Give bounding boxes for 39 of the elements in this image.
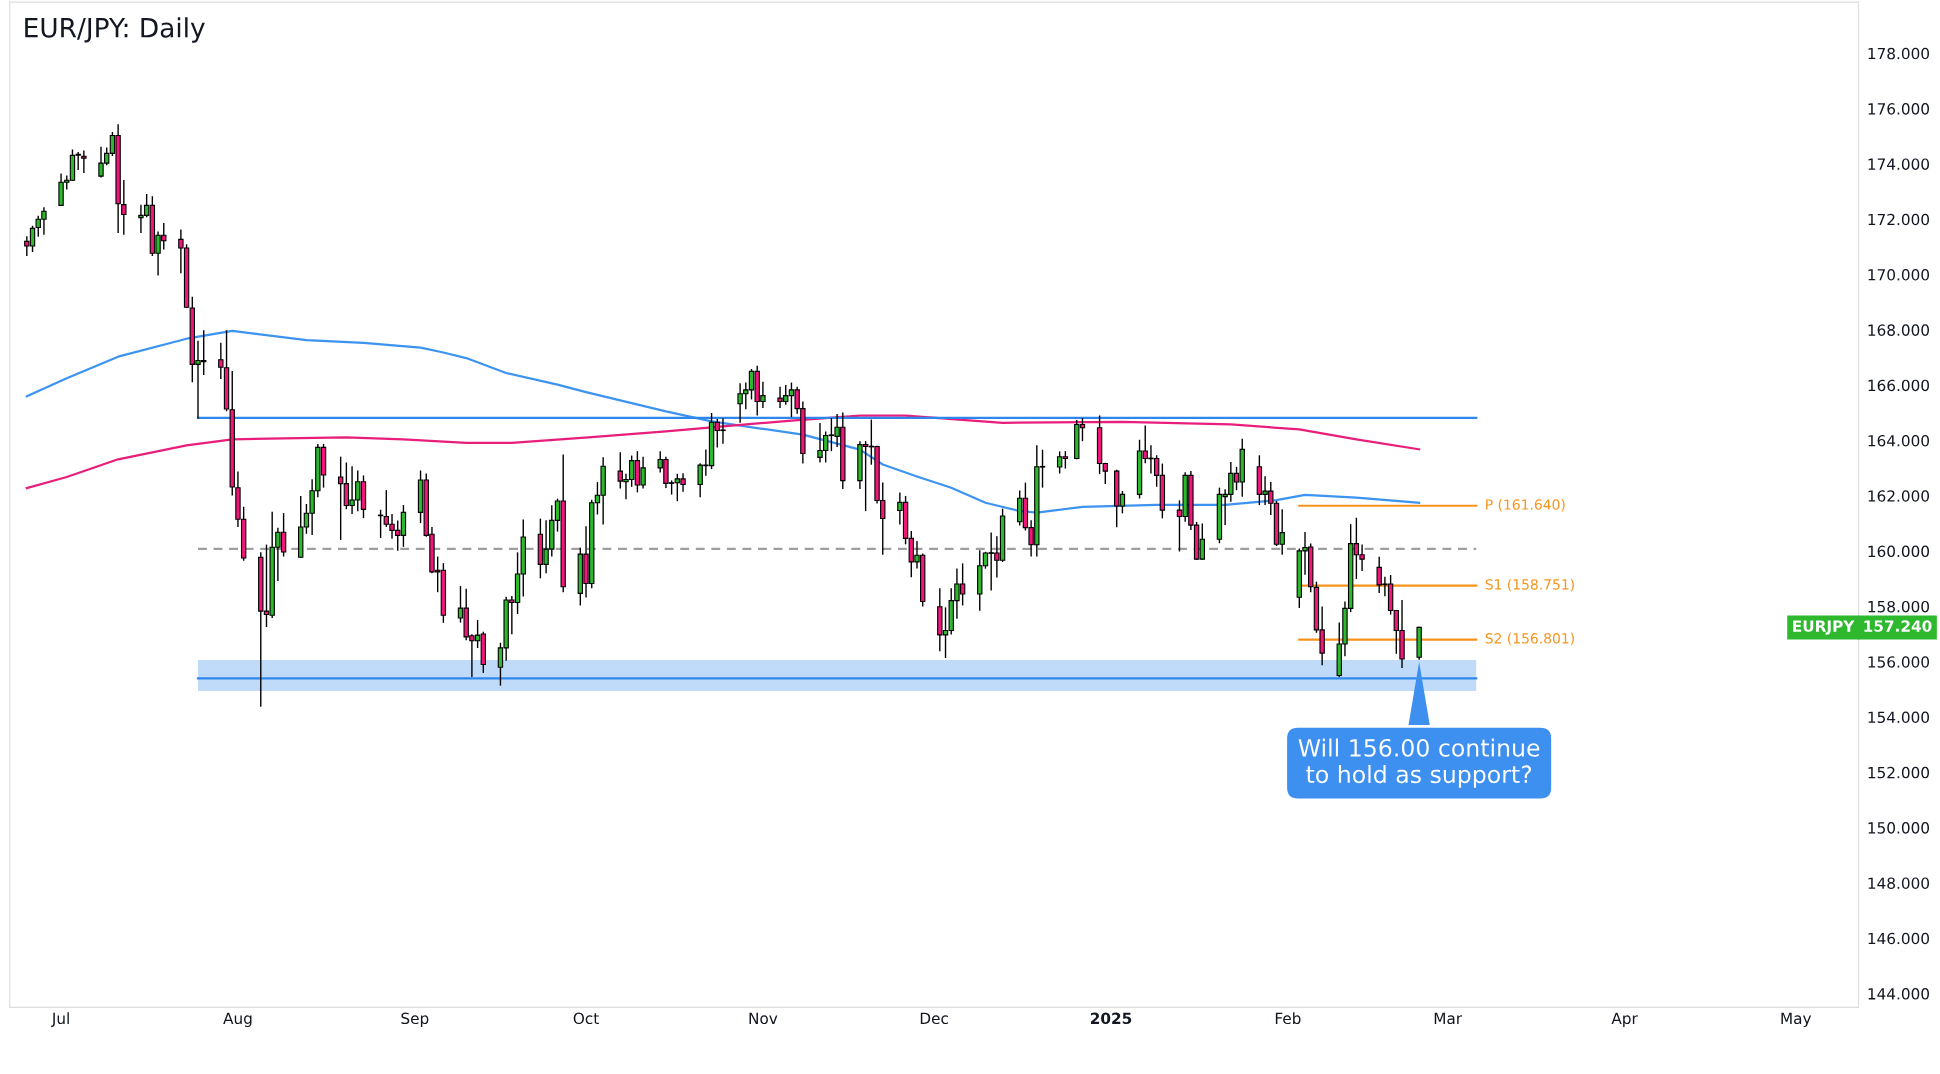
- y-tick-label: 172.000: [1868, 213, 1930, 226]
- candlestick: [81, 150, 87, 173]
- y-tick-label: 178.000: [1868, 47, 1930, 60]
- y-tick-label: 158.000: [1868, 600, 1930, 613]
- x-tick-label: Feb: [1275, 1012, 1301, 1025]
- line-series: [25, 329, 1421, 514]
- series-label: P (161.640): [1486, 499, 1565, 512]
- y-tick-label: 148.000: [1868, 877, 1930, 889]
- annotation: Will 156.00 continue to hold as support?: [1298, 738, 1540, 788]
- y-tick-label: 164.000: [1868, 434, 1930, 447]
- y-tick-label: 146.000: [1868, 932, 1930, 945]
- x-tick-label: Aug: [223, 1012, 252, 1028]
- text: 157.240: [1864, 620, 1932, 632]
- y-tick-label: 154.000: [1868, 711, 1930, 724]
- y-tick-label: 152.000: [1868, 766, 1930, 779]
- y-tick-label: 156.000: [1868, 656, 1930, 668]
- x-tick-label: 2025: [1090, 1012, 1132, 1025]
- y-tick-label: 160.000: [1868, 545, 1930, 558]
- x-tick-label: Jul: [51, 1012, 69, 1027]
- x-tick-label: Nov: [749, 1012, 778, 1025]
- y-tick-label: 150.000: [1868, 822, 1930, 834]
- x-tick-label: Oct: [573, 1012, 599, 1025]
- text: EUR/JPY: Daily: [25, 17, 205, 43]
- annotation: EURJPY: [1793, 620, 1855, 635]
- series-label: S1 (158.751): [1485, 578, 1574, 592]
- x-tick-label: Mar: [1434, 1012, 1463, 1025]
- x-tick-label: Dec: [920, 1012, 948, 1025]
- x-tick-label: Sep: [401, 1012, 429, 1028]
- candlestick: [121, 180, 127, 235]
- y-tick-label: 170.000: [1868, 269, 1930, 281]
- y-tick-label: 144.000: [1868, 988, 1930, 1000]
- y-tick-label: 166.000: [1868, 379, 1930, 392]
- y-tick-label: 162.000: [1868, 490, 1930, 502]
- x-tick-label: May: [1781, 1012, 1812, 1028]
- y-tick-label: 174.000: [1868, 158, 1930, 170]
- x-tick-label: Apr: [1611, 1012, 1638, 1028]
- series-label: S2 (156.801): [1485, 632, 1574, 646]
- y-tick-label: 176.000: [1868, 103, 1930, 115]
- y-tick-label: 168.000: [1868, 324, 1930, 336]
